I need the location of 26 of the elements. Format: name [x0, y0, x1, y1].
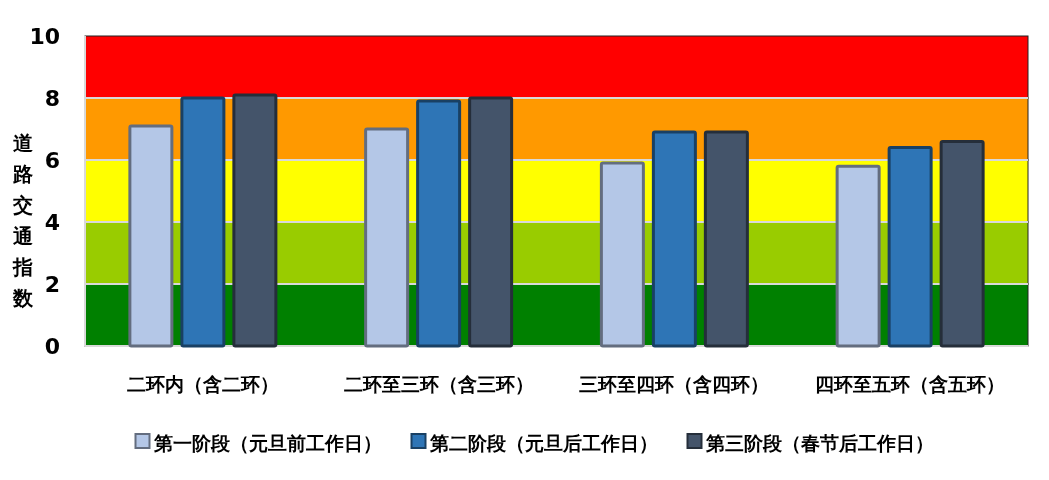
- bar: [651, 130, 697, 348]
- x-tick-label: 二环内（含二环）: [126, 373, 279, 395]
- legend-label: 第二阶段（元旦后工作日）: [428, 432, 658, 454]
- bar: [939, 139, 985, 348]
- legend-label: 第一阶段（元旦前工作日）: [152, 432, 382, 454]
- y-tick-label: 4: [44, 210, 60, 235]
- legend-label: 第三阶段（春节后工作日）: [704, 432, 934, 454]
- x-tick-label: 三环至四环（含四环）: [579, 373, 770, 395]
- bar: [232, 93, 278, 348]
- y-axis-title: 道路交通指数: [12, 131, 34, 310]
- bar: [180, 96, 226, 348]
- bar: [128, 124, 174, 348]
- bar: [703, 130, 749, 348]
- y-tick-label: 2: [44, 272, 60, 297]
- bar: [416, 99, 462, 348]
- bar: [887, 146, 933, 348]
- y-tick-label: 6: [44, 148, 60, 173]
- y-tick-label: 8: [44, 86, 60, 111]
- bar: [835, 164, 881, 348]
- y-tick-label: 0: [44, 334, 60, 359]
- x-tick-label: 二环至三环（含三环）: [343, 373, 534, 395]
- x-tick-label: 四环至五环（含五环）: [815, 373, 1006, 395]
- bar: [364, 127, 410, 348]
- bar: [599, 161, 645, 348]
- y-tick-label: 10: [29, 24, 60, 49]
- bar: [468, 96, 514, 348]
